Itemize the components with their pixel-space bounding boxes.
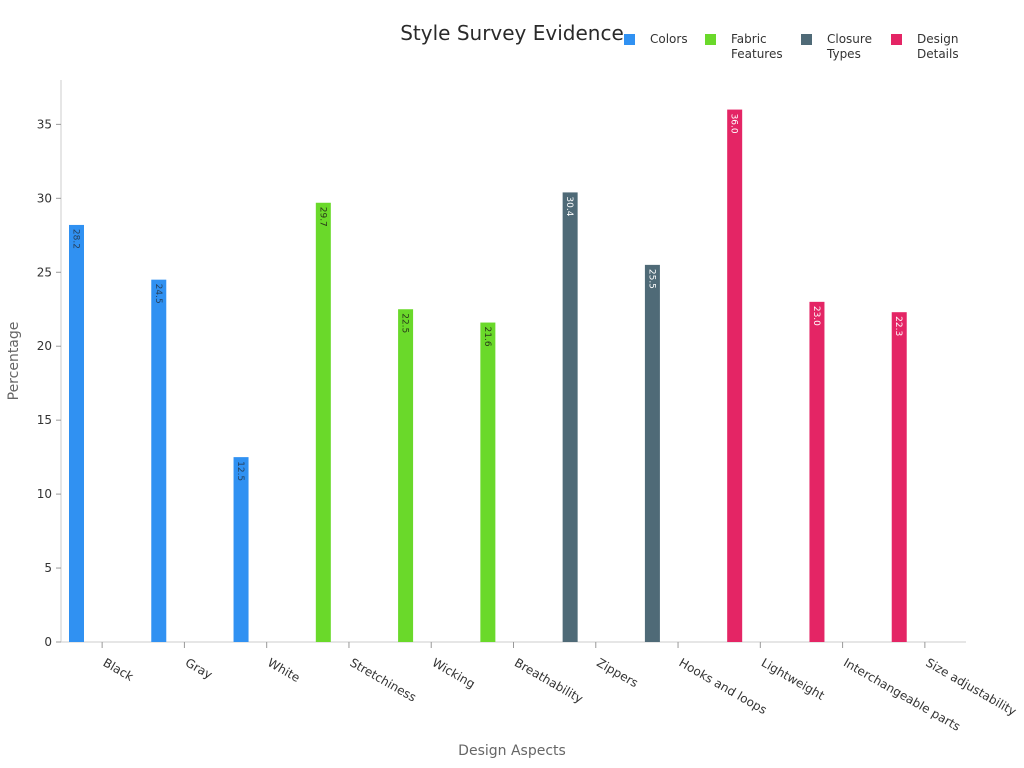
- bar-data-label: 36.0: [729, 114, 739, 134]
- bar: [480, 322, 496, 642]
- x-tick-label: Gray: [183, 655, 215, 681]
- bar-data-label: 22.5: [400, 313, 410, 333]
- y-tick-label: 0: [44, 635, 52, 649]
- bar: [644, 264, 660, 642]
- y-tick-label: 30: [37, 191, 52, 205]
- legend: Colors Fabric Features Closure Types Design De…: [624, 32, 959, 61]
- y-tick-label: 5: [44, 561, 52, 575]
- x-axis-title: Design Aspects: [458, 743, 566, 759]
- bar: [315, 202, 331, 642]
- legend-label: Colors: [650, 32, 688, 46]
- legend-label: Design Details: [917, 32, 959, 61]
- bar: [809, 301, 825, 642]
- bars: 28.2 24.5 12.5 29.7 22.5 21.6 30.4 25.5 36.0 23.0…: [69, 109, 907, 643]
- bar-data-label: 29.7: [317, 207, 327, 227]
- y-axis-title: Percentage: [6, 322, 22, 401]
- axes: 0 5 10 15 20 25 30 35 Black Gray White Stretchiness…: [37, 80, 1019, 734]
- x-tick-label: Black: [101, 655, 136, 683]
- legend-swatch: [801, 34, 812, 45]
- x-tick-label: Breathability: [512, 655, 585, 705]
- bar-data-label: 30.4: [564, 196, 574, 216]
- bar: [562, 192, 578, 642]
- bar: [398, 309, 414, 642]
- y-tick-label: 25: [37, 265, 52, 279]
- legend-label: Fabric Features: [731, 32, 783, 61]
- bar: [727, 109, 743, 642]
- legend-swatch: [624, 34, 635, 45]
- y-tick-label: 35: [37, 117, 52, 131]
- x-tick-label: Wicking: [430, 655, 478, 691]
- x-tick-label: Stretchiness: [347, 655, 418, 704]
- bar: [69, 224, 84, 643]
- x-tick-label: Zippers: [594, 655, 640, 690]
- x-tick-label: Lightweight: [759, 655, 827, 702]
- bar-data-label: 24.5: [153, 284, 163, 304]
- bar-data-label: 12.5: [235, 461, 245, 481]
- legend-swatch: [705, 34, 716, 45]
- chart-title: Style Survey Evidence: [400, 21, 624, 45]
- bar-data-label: 28.2: [71, 229, 81, 249]
- bar: [151, 279, 167, 642]
- bar: [233, 457, 249, 642]
- bar: [891, 312, 907, 642]
- bar-data-label: 23.0: [811, 306, 821, 326]
- x-tick-label: White: [265, 655, 302, 685]
- legend-label: Closure Types: [826, 32, 872, 61]
- legend-swatch: [891, 34, 902, 45]
- bar-data-label: 25.5: [646, 269, 656, 289]
- bar-data-label: 22.3: [893, 316, 903, 336]
- x-tick-label: Hooks and loops: [677, 655, 770, 717]
- y-tick-label: 10: [37, 487, 52, 501]
- bar-data-label: 21.6: [482, 327, 492, 347]
- y-tick-label: 15: [37, 413, 52, 427]
- y-tick-label: 20: [37, 339, 52, 353]
